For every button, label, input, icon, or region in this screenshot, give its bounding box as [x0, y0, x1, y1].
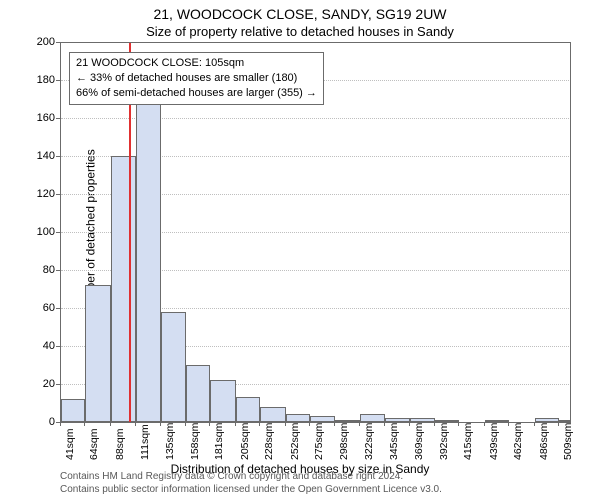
x-tick [309, 422, 310, 426]
y-tick-label: 180 [15, 74, 55, 86]
x-tick-label: 509sqm [562, 423, 574, 460]
x-tick [209, 422, 210, 426]
y-tick [56, 156, 60, 157]
x-tick-label: 298sqm [338, 423, 350, 460]
y-tick [56, 384, 60, 385]
plot-border-right [570, 42, 571, 422]
histogram-bar [260, 407, 286, 422]
y-tick-label: 0 [15, 416, 55, 428]
histogram-bar [111, 156, 135, 422]
histogram-bar [410, 418, 434, 422]
x-tick-label: 135sqm [164, 423, 176, 460]
x-tick-label: 345sqm [388, 423, 400, 460]
y-tick-label: 40 [15, 340, 55, 352]
histogram-bar [61, 399, 85, 422]
histogram-bar [236, 397, 260, 422]
y-tick-label: 160 [15, 112, 55, 124]
attribution-line2: Contains public sector information licen… [60, 484, 584, 497]
x-tick [160, 422, 161, 426]
x-tick-label: 158sqm [189, 423, 201, 460]
x-tick-label: 462sqm [512, 423, 524, 460]
x-tick-label: 111sqm [139, 424, 151, 460]
x-tick [84, 422, 85, 426]
x-tick-label: 64sqm [88, 428, 100, 460]
x-tick [458, 422, 459, 426]
histogram-bar [186, 365, 210, 422]
y-tick [56, 118, 60, 119]
x-tick-label: 205sqm [239, 423, 251, 460]
x-tick-label: 322sqm [363, 423, 375, 460]
histogram-bar [535, 418, 559, 422]
x-tick [285, 422, 286, 426]
x-tick-label: 181sqm [213, 423, 225, 460]
plot-border-top [60, 42, 570, 43]
y-tick-label: 120 [15, 188, 55, 200]
annotation-box: 21 WOODCOCK CLOSE: 105sqm← 33% of detach… [69, 52, 324, 105]
x-tick [235, 422, 236, 426]
x-tick-label: 252sqm [289, 423, 301, 460]
y-tick [56, 80, 60, 81]
x-tick [534, 422, 535, 426]
x-tick-label: 439sqm [488, 423, 500, 460]
y-tick-label: 20 [15, 378, 55, 390]
x-tick [384, 422, 385, 426]
x-tick [409, 422, 410, 426]
y-tick [56, 232, 60, 233]
x-tick [334, 422, 335, 426]
x-tick [434, 422, 435, 426]
annotation-line2: ← 33% of detached houses are smaller (18… [76, 71, 317, 86]
chart-subtitle: Size of property relative to detached ho… [0, 24, 600, 39]
x-tick-label: 228sqm [263, 423, 275, 460]
attribution: Contains HM Land Registry data © Crown c… [60, 471, 584, 496]
chart-title: 21, WOODCOCK CLOSE, SANDY, SG19 2UW [0, 6, 600, 22]
x-tick-label: 275sqm [313, 423, 325, 460]
x-tick-label: 369sqm [413, 423, 425, 460]
histogram-bar [161, 312, 185, 422]
x-tick [359, 422, 360, 426]
histogram-bar [360, 414, 384, 422]
x-tick [484, 422, 485, 426]
y-tick [56, 346, 60, 347]
histogram-bar [136, 103, 162, 422]
x-tick [60, 422, 61, 426]
histogram-bar [385, 418, 411, 422]
annotation-line3: 66% of semi-detached houses are larger (… [76, 86, 317, 101]
y-tick-label: 80 [15, 264, 55, 276]
x-tick-label: 392sqm [438, 423, 450, 460]
y-tick [56, 270, 60, 271]
figure: 21, WOODCOCK CLOSE, SANDY, SG19 2UW Size… [0, 0, 600, 500]
x-tick [508, 422, 509, 426]
histogram-bar [85, 285, 111, 422]
y-tick-label: 140 [15, 150, 55, 162]
x-tick [135, 422, 136, 426]
y-tick-label: 60 [15, 302, 55, 314]
y-tick [56, 194, 60, 195]
annotation-line1: 21 WOODCOCK CLOSE: 105sqm [76, 56, 317, 71]
attribution-line1: Contains HM Land Registry data © Crown c… [60, 471, 584, 484]
y-tick [56, 308, 60, 309]
x-tick [110, 422, 111, 426]
histogram-bar [210, 380, 236, 422]
x-tick [185, 422, 186, 426]
x-tick-label: 41sqm [64, 428, 76, 460]
y-tick-label: 200 [15, 36, 55, 48]
x-tick-label: 415sqm [462, 423, 474, 460]
y-tick-label: 100 [15, 226, 55, 238]
x-tick-label: 486sqm [538, 423, 550, 460]
histogram-bar [310, 416, 334, 422]
histogram-bar [286, 414, 310, 422]
y-tick [56, 42, 60, 43]
x-tick-label: 88sqm [114, 428, 126, 460]
x-tick [558, 422, 559, 426]
x-tick [259, 422, 260, 426]
